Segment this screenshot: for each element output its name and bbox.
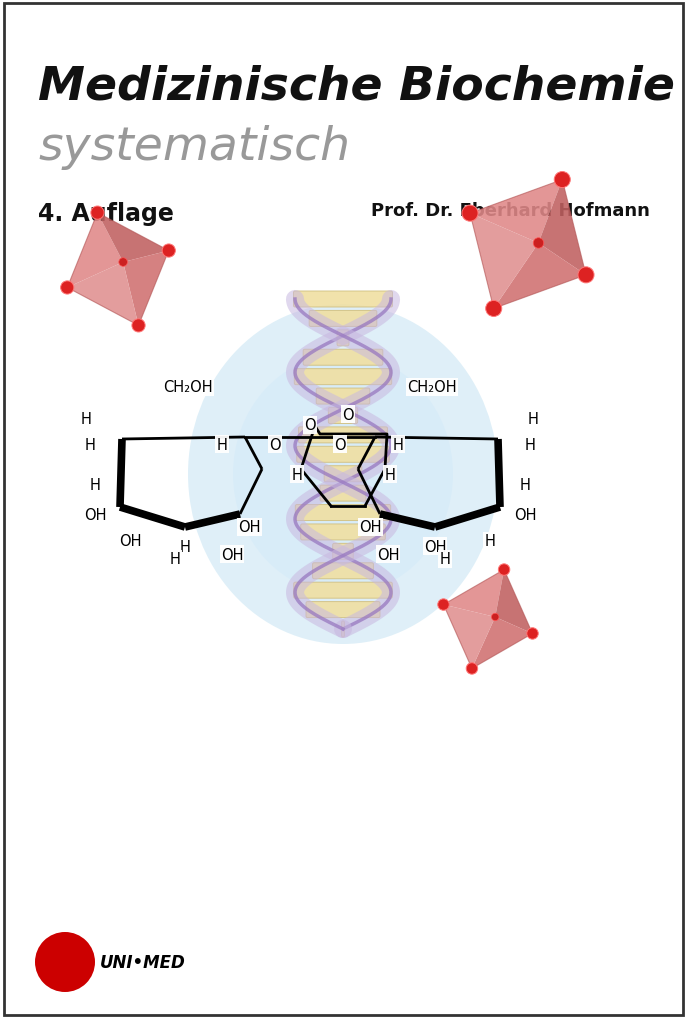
Circle shape [162, 245, 175, 258]
FancyBboxPatch shape [324, 467, 362, 482]
Circle shape [491, 613, 499, 621]
Polygon shape [67, 213, 123, 288]
Polygon shape [495, 570, 532, 634]
FancyBboxPatch shape [295, 505, 391, 521]
Text: OH: OH [514, 507, 537, 522]
FancyBboxPatch shape [333, 544, 353, 559]
Polygon shape [494, 244, 586, 309]
FancyBboxPatch shape [297, 447, 390, 463]
Text: H: H [85, 437, 95, 452]
FancyBboxPatch shape [303, 350, 383, 366]
Text: H: H [525, 437, 535, 452]
Text: H: H [291, 467, 302, 482]
FancyBboxPatch shape [337, 330, 349, 346]
Text: O: O [304, 418, 316, 433]
Text: OH: OH [84, 507, 106, 522]
FancyBboxPatch shape [328, 408, 358, 424]
Polygon shape [67, 263, 139, 326]
Text: H: H [440, 552, 451, 567]
Text: OH: OH [376, 547, 399, 561]
Text: O: O [342, 408, 354, 422]
Text: Medizinische Biochemie: Medizinische Biochemie [38, 65, 675, 110]
Polygon shape [123, 252, 169, 326]
Circle shape [438, 599, 449, 610]
Polygon shape [98, 213, 169, 263]
Text: H: H [528, 412, 539, 427]
Circle shape [119, 259, 127, 267]
FancyBboxPatch shape [294, 369, 392, 385]
Text: OH: OH [119, 534, 142, 549]
FancyBboxPatch shape [341, 622, 344, 637]
Text: CH₂OH: CH₂OH [407, 380, 457, 395]
Polygon shape [470, 180, 562, 244]
FancyBboxPatch shape [306, 602, 380, 618]
Circle shape [60, 281, 74, 294]
Circle shape [554, 172, 570, 189]
Text: H: H [81, 412, 92, 427]
Text: O: O [269, 437, 281, 452]
Circle shape [462, 206, 478, 222]
Text: OH: OH [238, 520, 260, 535]
FancyBboxPatch shape [313, 564, 374, 579]
FancyBboxPatch shape [309, 311, 377, 327]
Text: H: H [385, 467, 396, 482]
Text: OH: OH [221, 547, 243, 561]
Polygon shape [539, 180, 586, 275]
Polygon shape [472, 618, 532, 668]
Polygon shape [470, 214, 539, 309]
FancyBboxPatch shape [294, 583, 392, 598]
Polygon shape [444, 570, 504, 618]
FancyBboxPatch shape [316, 388, 370, 405]
Ellipse shape [233, 355, 453, 594]
Circle shape [527, 628, 538, 640]
Circle shape [578, 268, 594, 283]
Circle shape [132, 320, 145, 332]
Text: systematisch: systematisch [38, 125, 350, 170]
Text: CH₂OH: CH₂OH [164, 380, 213, 395]
Circle shape [91, 207, 104, 220]
Text: H: H [392, 437, 403, 452]
Text: H: H [179, 539, 190, 554]
Text: UNI•MED: UNI•MED [100, 953, 185, 971]
FancyBboxPatch shape [293, 291, 392, 308]
Circle shape [35, 932, 95, 993]
Text: H: H [484, 534, 495, 549]
Circle shape [486, 302, 502, 317]
FancyBboxPatch shape [301, 525, 385, 540]
Text: H: H [89, 477, 100, 492]
Polygon shape [444, 605, 495, 668]
Circle shape [466, 663, 477, 675]
Text: OH: OH [359, 520, 382, 535]
Ellipse shape [188, 305, 498, 644]
Text: H: H [519, 477, 530, 492]
FancyBboxPatch shape [320, 486, 366, 501]
Text: OH: OH [424, 539, 447, 554]
Circle shape [533, 238, 543, 249]
FancyBboxPatch shape [299, 427, 387, 443]
Text: 4. Auflage: 4. Auflage [38, 202, 174, 226]
Text: H: H [525, 437, 535, 452]
Text: Prof. Dr. Eberhard Hofmann: Prof. Dr. Eberhard Hofmann [371, 202, 650, 220]
Text: O: O [334, 437, 346, 452]
Circle shape [498, 565, 510, 576]
Text: H: H [170, 552, 181, 567]
Text: H: H [216, 437, 227, 452]
